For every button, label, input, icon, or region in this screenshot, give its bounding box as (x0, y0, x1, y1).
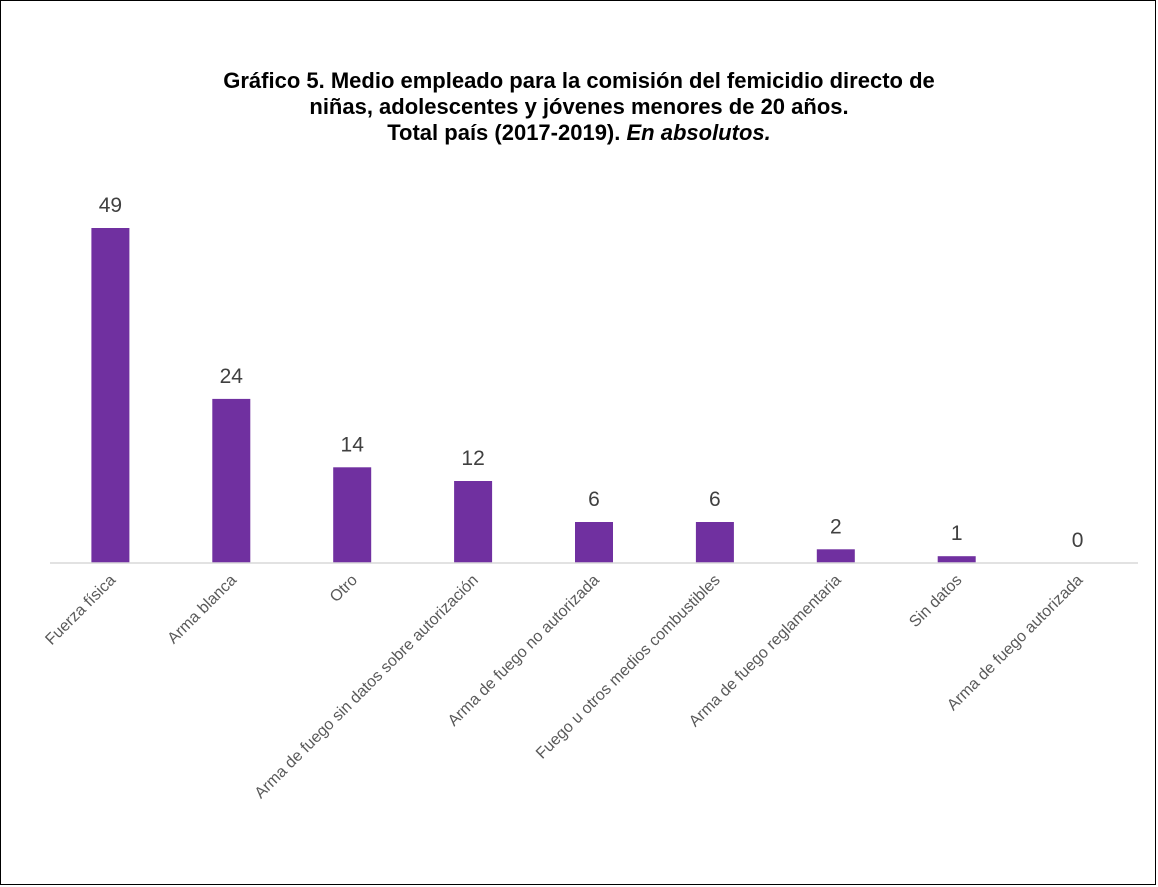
category-label-8: Sin datos (906, 572, 965, 631)
category-label-2: Arma blanca (165, 572, 241, 648)
data-label-9: 0 (1072, 529, 1084, 552)
bar-8 (937, 556, 976, 563)
bar-4 (454, 481, 493, 563)
data-label-3: 14 (341, 433, 365, 456)
chart-title-line-3-italic: En absolutos. (626, 120, 771, 145)
chart-title: Gráfico 5. Medio empleado para la comisi… (0, 68, 1158, 146)
bar-6 (695, 522, 734, 563)
category-label-4: Arma de fuego sin datos sobre autorizaci… (252, 572, 482, 802)
data-label-6: 6 (709, 488, 721, 511)
chart-title-line-1: Gráfico 5. Medio empleado para la comisi… (223, 68, 935, 93)
chart-title-line-3: Total país (2017-2019). En absolutos. (0, 120, 1158, 146)
chart-title-line-3-bold: Total país (2017-2019). (387, 120, 621, 145)
chart-title-line-2: niñas, adolescentes y jóvenes menores de… (309, 94, 849, 119)
data-label-2: 24 (220, 365, 244, 388)
bar-2 (212, 398, 251, 563)
data-label-4: 12 (461, 447, 484, 470)
bar-7 (816, 549, 855, 563)
bar-5 (575, 522, 613, 563)
data-label-5: 6 (588, 488, 600, 511)
data-label-1: 49 (99, 194, 122, 217)
data-label-8: 1 (951, 522, 963, 545)
bar-3 (333, 467, 372, 563)
category-label-1: Fuerza física (42, 572, 119, 649)
category-label-9: Arma de fuego autorizada (944, 572, 1086, 714)
category-label-3: Otro (327, 572, 361, 606)
bar-1 (91, 228, 130, 563)
data-label-7: 2 (830, 515, 842, 538)
